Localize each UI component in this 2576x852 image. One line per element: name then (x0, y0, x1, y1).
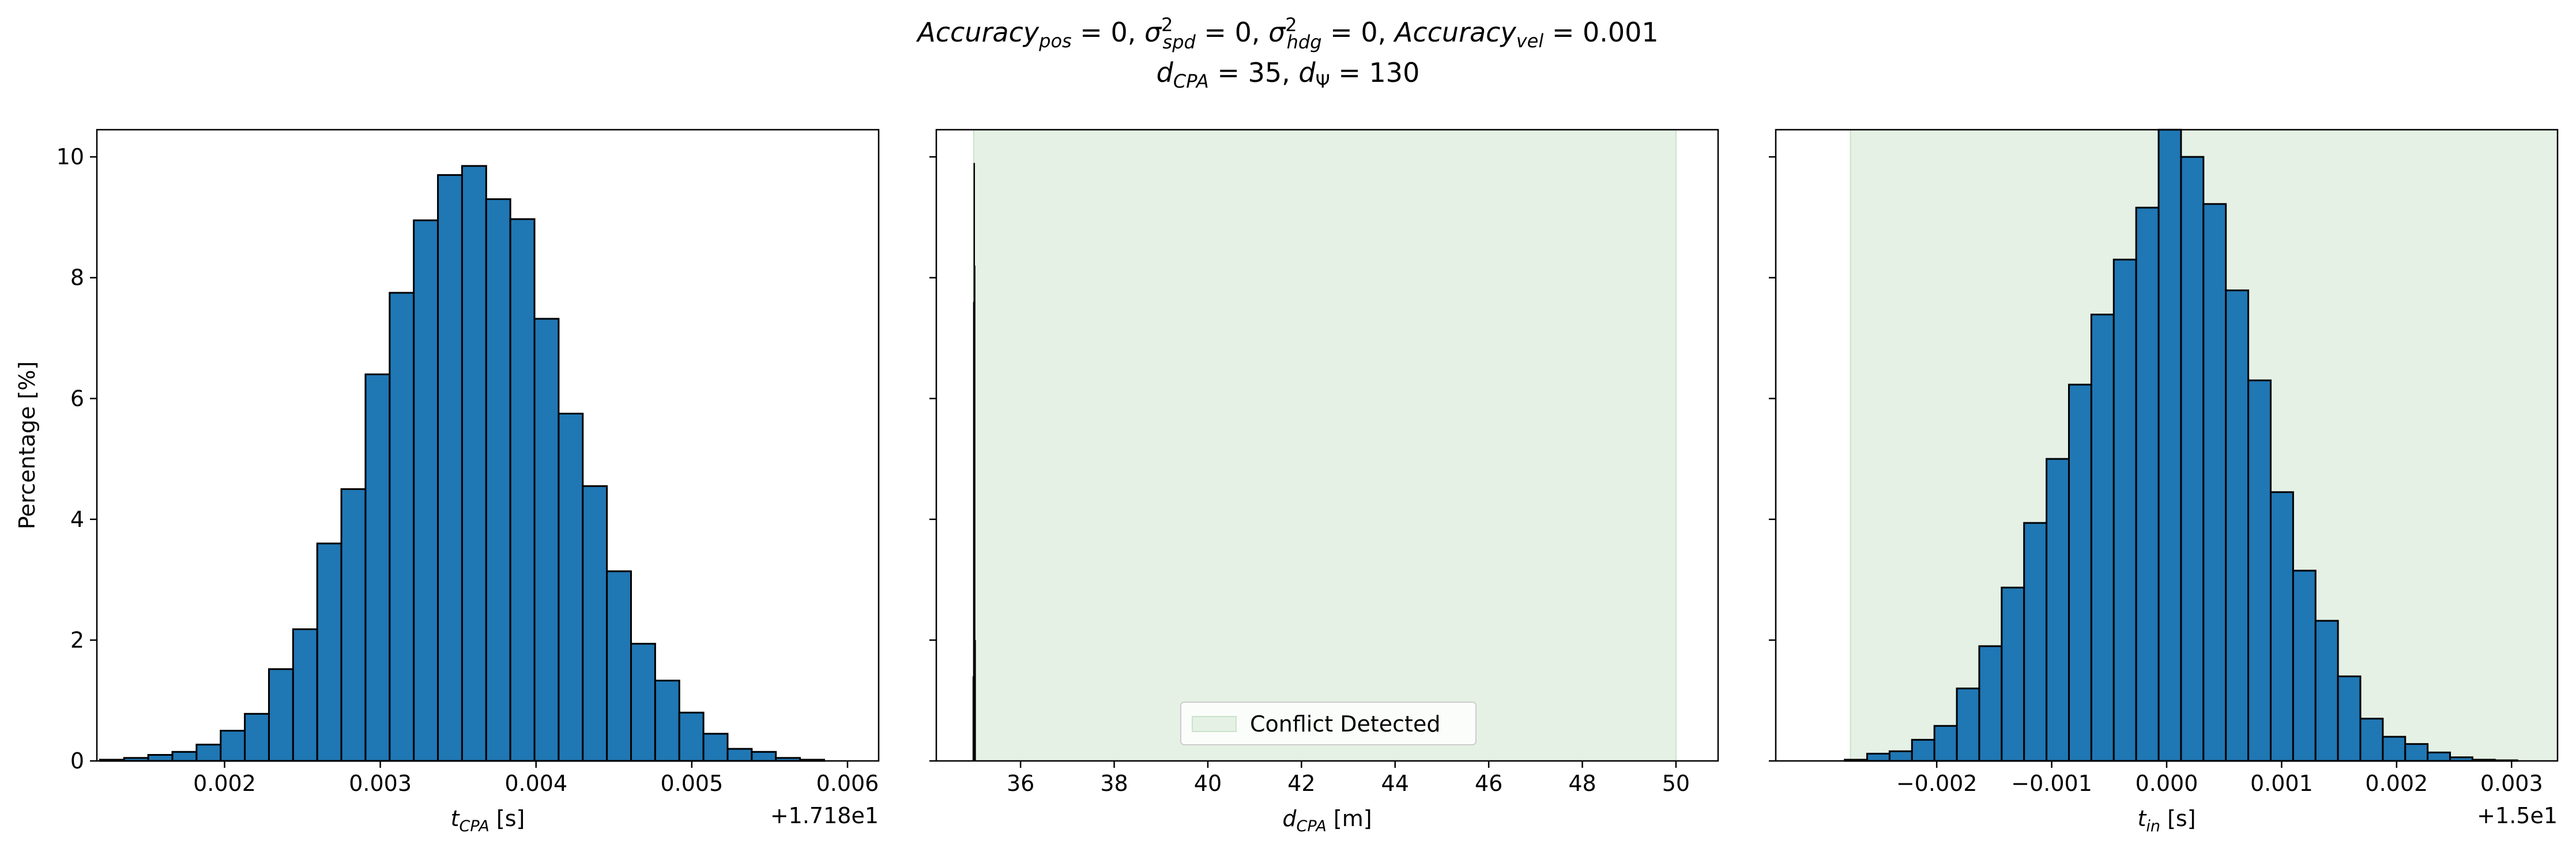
histogram-bar (2202, 203, 2227, 762)
histogram-bar (2359, 718, 2384, 762)
histogram-bar (654, 680, 680, 762)
histogram-bar (171, 751, 198, 762)
x-tick-label: 50 (1662, 771, 1690, 796)
histogram-bar (2427, 751, 2451, 762)
y-tick-label: 2 (70, 627, 84, 653)
histogram-bar (195, 744, 222, 762)
x-tick-label: 0.005 (660, 771, 723, 796)
histogram-bar (2112, 258, 2137, 762)
x-tick-label: 0.002 (193, 771, 256, 796)
title-line-1: Accuracypos = 0, σ2 spd = 0, σ2 hdg = 0, A… (916, 14, 1658, 53)
y-tick-label: 0 (70, 748, 84, 774)
legend-box (1180, 702, 1477, 745)
histogram-bar (461, 165, 487, 762)
panel-middle: 36 38 40 42 44 46 48 50 dCPA [m] Conflict Detecte… (929, 129, 1719, 835)
histogram-bar (2157, 129, 2182, 762)
histogram-bar (702, 733, 729, 762)
histogram-bar (751, 751, 777, 762)
x-tick-label: 0.001 (2250, 771, 2313, 796)
histogram-bar (2090, 314, 2115, 762)
histogram-bar (2046, 458, 2070, 762)
x-tick-label: 0.002 (2365, 771, 2428, 796)
histogram-bar (147, 754, 174, 762)
histogram-bar (582, 485, 608, 762)
histogram-bar (1978, 645, 2003, 762)
histogram-bar (726, 748, 753, 762)
histogram-bar (2001, 586, 2025, 762)
histogram-bar (268, 668, 294, 762)
legend: Conflict Detected (1180, 702, 1477, 745)
histogram-bar (2404, 743, 2429, 762)
histogram-bar (1866, 752, 1890, 762)
histogram-bar (1888, 750, 1913, 762)
axes-frame (96, 129, 880, 762)
panel-left: 0.002 0.003 0.004 0.005 0.006 0 2 4 6 8 10 +1.718e1… (14, 129, 880, 835)
histogram-bar (389, 292, 415, 762)
histogram-bar (1933, 725, 1958, 762)
x-axis-label: dCPA [m] (1282, 806, 1372, 835)
x-tick-label: 0.004 (504, 771, 567, 796)
x-tick-label: 38 (1100, 771, 1128, 796)
histogram-bar (340, 488, 367, 762)
x-tick-label: 42 (1287, 771, 1315, 796)
x-tick-label: 40 (1194, 771, 1222, 796)
y-tick-label: 6 (70, 386, 84, 411)
y-tick-label: 8 (70, 265, 84, 291)
y-tick-label: 10 (57, 144, 84, 169)
histogram-bar (2180, 156, 2205, 762)
x-tick-label: 0.003 (349, 771, 412, 796)
x-tick-label: 44 (1381, 771, 1409, 796)
conflict-region (973, 129, 1677, 761)
histogram-bar (2382, 736, 2406, 762)
histogram-bar (630, 643, 656, 762)
y-tick-label: 4 (70, 507, 84, 532)
legend-swatch (1192, 716, 1237, 732)
x-axis-label: tCPA [s] (451, 806, 525, 835)
histogram-bar (2292, 570, 2317, 762)
histogram-bar (2269, 491, 2294, 762)
x-tick-label: 0.006 (816, 771, 879, 796)
axes-frame (935, 129, 1719, 762)
histogram-bar (2135, 206, 2160, 762)
x-tick-label: 0.003 (2480, 771, 2543, 796)
histogram-bar (2068, 383, 2092, 762)
x-offset-label: +1.5e1 (2477, 803, 2558, 828)
histogram-bar (509, 218, 536, 762)
x-tick-label: 48 (1568, 771, 1596, 796)
histogram-bar (364, 373, 391, 762)
x-axis-label: tin [s] (2137, 806, 2195, 835)
histogram-bar (244, 712, 270, 762)
x-tick-label: 36 (1007, 771, 1034, 796)
x-offset-label: +1.718e1 (770, 803, 879, 828)
histogram-bar (2314, 620, 2339, 762)
histogram-bar (413, 219, 439, 762)
y-axis-label: Percentage [%] (14, 361, 40, 530)
histogram-bar (533, 318, 560, 762)
histogram-bar (2337, 675, 2362, 762)
histogram-bar (220, 730, 246, 762)
histogram-bar (292, 628, 318, 762)
legend-label: Conflict Detected (1250, 711, 1440, 737)
histogram-bar (485, 198, 511, 762)
histogram-bar (558, 412, 584, 762)
histogram-bar (2023, 522, 2048, 762)
histogram-bar (1911, 738, 1935, 762)
histogram-bar (437, 174, 463, 762)
histogram-bar (606, 570, 632, 762)
x-tick-label: 46 (1475, 771, 1502, 796)
title-line-2: dCPA = 35, dΨ = 130 (1157, 57, 1420, 92)
panel-right: −0.002 −0.001 0.000 0.001 0.002 0.003 +1.5e1 ti… (1769, 129, 2559, 835)
histogram-bar (2247, 379, 2272, 762)
x-tick-label: 0.000 (2136, 771, 2198, 796)
x-tick-label: −0.002 (1896, 771, 1978, 796)
histogram-bar (316, 542, 342, 762)
histogram-bar (2225, 289, 2250, 762)
x-tick-label: −0.001 (2011, 771, 2092, 796)
figure-title: Accuracypos = 0, σ2 spd = 0, σ2 hdg = 0, A… (916, 14, 1658, 92)
histogram-bar (678, 711, 705, 762)
histogram-bar (1956, 687, 1980, 762)
